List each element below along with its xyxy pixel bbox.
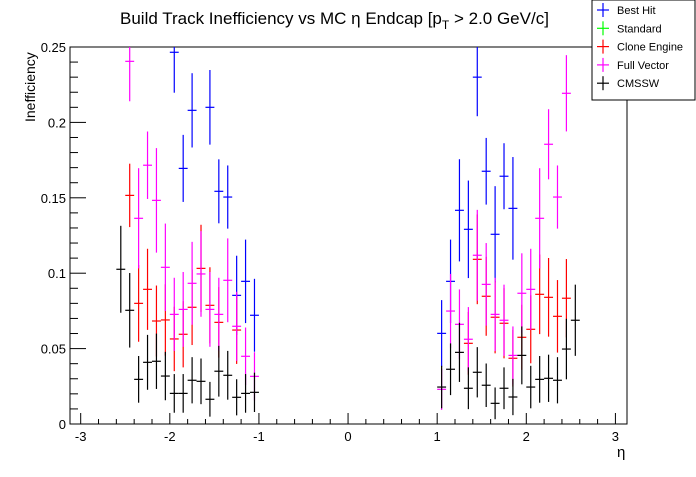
legend-label: CMSSW [617, 78, 660, 90]
y-tick-label: 0.15 [41, 191, 66, 206]
x-tick-label: -3 [75, 429, 87, 444]
legend-entry: Full Vector [597, 57, 669, 72]
y-tick-label: 0.1 [48, 266, 66, 281]
legend-label: Best Hit [617, 5, 656, 17]
legend-entry: CMSSW [597, 76, 660, 91]
legend-label: Full Vector [617, 60, 669, 72]
x-tick-label: 1 [434, 429, 441, 444]
legend-box [591, 0, 696, 101]
plot-frame [69, 46, 628, 425]
legend-entry: Best Hit [597, 3, 656, 17]
x-tick-label: 2 [523, 429, 530, 444]
x-tick-label: -1 [253, 429, 265, 444]
x-tick-label: 0 [344, 429, 351, 444]
axes: -3 -2 -1 0 1 2 3 0 0.05 0.1 0.15 0.2 0.25 [41, 40, 619, 444]
legend-entry: Clone Engine [597, 39, 683, 54]
legend-entry: Standard [597, 21, 662, 36]
legend-label: Clone Engine [617, 42, 683, 54]
chart-title: Build Track Inefficiency vs MC η Endcap … [120, 9, 549, 32]
x-tick-label: -2 [164, 429, 176, 444]
y-axis-label: Inefficiency [22, 52, 38, 122]
y-tick-label: 0.2 [48, 115, 66, 130]
y-tick-label: 0 [59, 417, 66, 432]
y-tick-label: 0.05 [41, 342, 66, 357]
series-cmssw [116, 225, 580, 420]
data-marks [116, 47, 580, 420]
x-tick-label: 3 [612, 429, 619, 444]
legend: Best Hit Standard Clone Engine Full Vector C… [591, 0, 696, 101]
x-axis-label: η [617, 444, 625, 461]
y-tick-label: 0.25 [41, 40, 66, 55]
legend-label: Standard [617, 23, 662, 35]
series-best-hit [169, 47, 518, 367]
